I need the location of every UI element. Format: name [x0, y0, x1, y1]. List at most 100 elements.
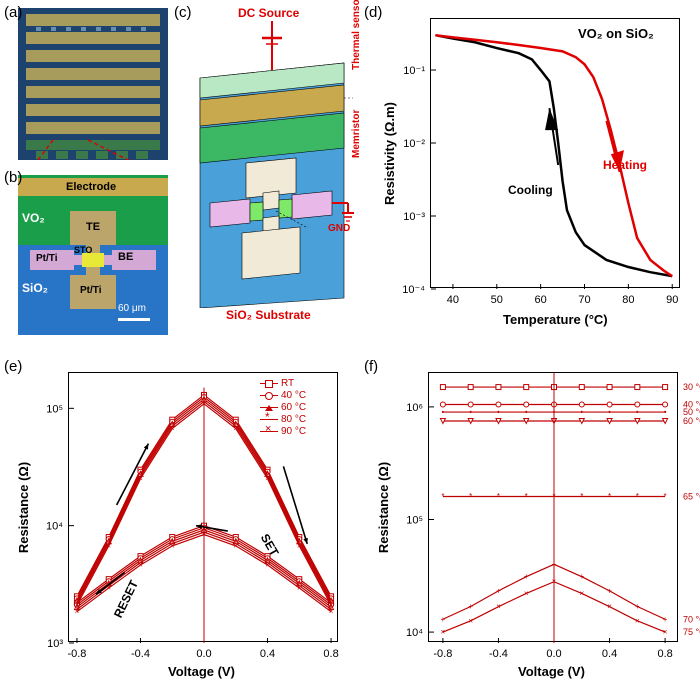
panel-f-xlabel: Voltage (V)	[518, 664, 585, 679]
svg-text:10⁻⁴: 10⁻⁴	[402, 284, 425, 296]
svg-text:10⁵: 10⁵	[406, 514, 423, 526]
svg-text:•: •	[441, 408, 444, 417]
panel-d-ylabel: Resistivity (Ω.m)	[382, 102, 397, 205]
svg-text:60 °C: 60 °C	[683, 416, 700, 426]
svg-text:•: •	[580, 408, 583, 417]
panel-f-rv-flat: (f) -0.8-0.40.00.40.810⁴10⁵10⁶30 °C40 °C…	[378, 362, 688, 684]
chart-d-svg: 40506070809010⁻⁴10⁻³10⁻²10⁻¹	[431, 19, 681, 289]
panel-d-plot-area: 40506070809010⁻⁴10⁻³10⁻²10⁻¹	[430, 18, 680, 288]
svg-text:30 °C: 30 °C	[683, 382, 700, 392]
label-be: BE	[118, 251, 133, 263]
svg-text:*: *	[580, 492, 583, 501]
svg-text:+: +	[496, 586, 501, 595]
svg-text:0.4: 0.4	[602, 648, 617, 660]
svg-text:×: ×	[635, 616, 640, 625]
svg-text:10⁻³: 10⁻³	[403, 211, 425, 223]
panel-f-ylabel: Resistance (Ω)	[376, 462, 391, 553]
svg-text:+: +	[663, 615, 668, 624]
svg-text:×: ×	[138, 474, 143, 483]
label-te: TE	[86, 221, 100, 233]
svg-text:-0.8: -0.8	[433, 648, 452, 660]
svg-text:*: *	[497, 492, 500, 501]
svg-text:×: ×	[106, 541, 111, 550]
schematic-svg	[188, 8, 356, 308]
svg-text:×: ×	[75, 607, 80, 616]
panel-a-label: (a)	[4, 4, 22, 21]
svg-text:×: ×	[297, 541, 302, 550]
label-ptti-b: Pt/Ti	[80, 285, 101, 296]
chart-f-svg: -0.8-0.40.00.40.810⁴10⁵10⁶30 °C40 °C••••…	[429, 373, 679, 643]
panel-e-rv-temp: (e) -0.8-0.40.00.40.810³10⁴10⁵**********…	[18, 362, 346, 684]
svg-text:×: ×	[607, 602, 612, 611]
svg-text:10⁶: 10⁶	[406, 402, 423, 414]
svg-text:-0.4: -0.4	[489, 648, 508, 660]
svg-text:+: +	[579, 572, 584, 581]
svg-text:•: •	[469, 408, 472, 417]
svg-text:80: 80	[622, 294, 634, 306]
svg-text:+: +	[524, 572, 529, 581]
svg-text:*: *	[636, 492, 639, 501]
panel-b-device-closeup: (b) Electrode VO₂ TE STO BE Pt/Ti Pt/Ti …	[18, 175, 168, 335]
panel-e-ylabel: Resistance (Ω)	[16, 462, 31, 553]
svg-text:*: *	[469, 492, 472, 501]
svg-text:+: +	[607, 586, 612, 595]
svg-text:0.8: 0.8	[323, 648, 338, 660]
panel-e-xlabel: Voltage (V)	[168, 664, 235, 679]
svg-text:×: ×	[233, 424, 238, 433]
svg-text:+: +	[468, 602, 473, 611]
svg-text:10⁴: 10⁴	[406, 627, 423, 639]
svg-text:•: •	[608, 408, 611, 417]
svg-text:90: 90	[666, 294, 678, 306]
svg-text:×: ×	[138, 561, 143, 570]
label-memristor: Memristor	[351, 110, 362, 158]
panel-d-xlabel: Temperature (°C)	[503, 312, 608, 327]
svg-text:0.4: 0.4	[260, 648, 275, 660]
svg-text:•: •	[525, 408, 528, 417]
label-vo2: VO₂	[22, 211, 45, 225]
svg-text:10⁻¹: 10⁻¹	[403, 65, 425, 77]
label-cooling: Cooling	[508, 183, 553, 197]
svg-text:10³: 10³	[47, 638, 63, 650]
svg-text:×: ×	[297, 584, 302, 593]
svg-text:-0.4: -0.4	[131, 648, 150, 660]
svg-text:•: •	[664, 408, 667, 417]
svg-text:×: ×	[329, 607, 334, 616]
svg-text:-0.8: -0.8	[67, 648, 86, 660]
svg-text:*: *	[664, 492, 667, 501]
panel-a-micrograph: (a)	[18, 8, 168, 160]
label-sto: STO	[74, 245, 92, 255]
svg-text:×: ×	[170, 424, 175, 433]
svg-text:50: 50	[491, 294, 503, 306]
panel-e-legend: RT40 °C60 °C80 °C90 °C	[260, 378, 306, 438]
svg-text:•: •	[497, 408, 500, 417]
svg-text:65 °C: 65 °C	[683, 492, 700, 502]
svg-text:×: ×	[265, 474, 270, 483]
svg-text:×: ×	[170, 541, 175, 550]
label-electrode: Electrode	[66, 181, 116, 193]
label-sio2: SiO₂	[22, 281, 48, 295]
panel-f-label: (f)	[364, 358, 378, 375]
panel-c-schematic: (c) DC Source Thermal sensor Memristor G…	[188, 8, 356, 334]
svg-text:*: *	[525, 492, 528, 501]
svg-text:×: ×	[468, 616, 473, 625]
label-scalebar: 60 μm	[118, 303, 146, 314]
svg-text:10⁻²: 10⁻²	[403, 138, 425, 150]
svg-text:*: *	[441, 492, 444, 501]
svg-text:10⁵: 10⁵	[46, 403, 63, 415]
svg-text:10⁴: 10⁴	[46, 521, 63, 533]
label-dc-source: DC Source	[238, 6, 299, 20]
panel-d-resistivity: (d) 40506070809010⁻⁴10⁻³10⁻²10⁻¹ Resisti…	[378, 8, 688, 334]
svg-text:0.8: 0.8	[657, 648, 672, 660]
panel-d-label: (d)	[364, 4, 382, 21]
label-thermal-sensor: Thermal sensor	[351, 0, 362, 70]
svg-text:0.0: 0.0	[196, 648, 211, 660]
svg-text:×: ×	[441, 628, 446, 637]
svg-text:×: ×	[524, 589, 529, 598]
svg-text:75 °C: 75 °C	[683, 627, 700, 637]
svg-text:70 °C: 70 °C	[683, 614, 700, 624]
svg-text:+: +	[441, 615, 446, 624]
svg-text:+: +	[635, 602, 640, 611]
panel-c-label: (c)	[174, 4, 192, 21]
panel-f-plot-area: -0.8-0.40.00.40.810⁴10⁵10⁶30 °C40 °C••••…	[428, 372, 678, 642]
label-gnd: GND	[328, 223, 350, 234]
